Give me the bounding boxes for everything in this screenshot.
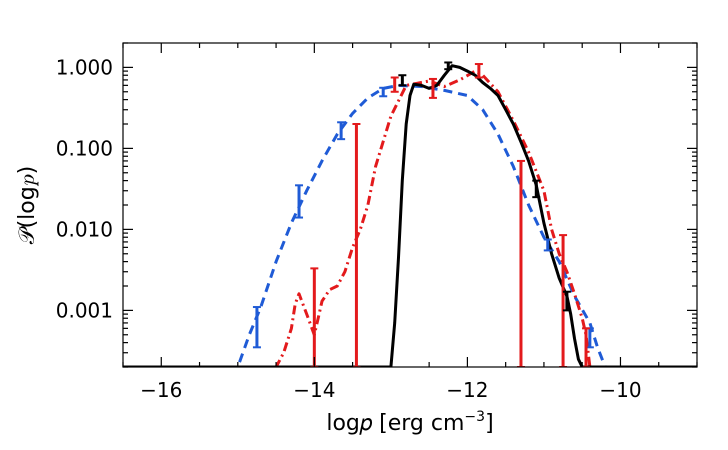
x-tick-label: −10: [599, 378, 641, 402]
series-line-1: [123, 83, 697, 367]
error-bar-1: [252, 306, 261, 349]
y-tick-label: 1.000: [56, 55, 113, 79]
error-bar-15: [398, 74, 407, 87]
error-bar-17: [532, 179, 541, 199]
y-axis-label: 𝒫(log𝑝): [15, 166, 40, 245]
error-bar-2: [295, 184, 304, 219]
error-bar-14: [582, 327, 591, 367]
x-axis-label: log𝑝 [erg cm−3]: [326, 409, 493, 436]
errorbar-layer: [252, 61, 594, 367]
error-bar-4: [379, 86, 388, 98]
x-tick-label: −12: [446, 378, 488, 402]
error-bar-18: [562, 290, 571, 312]
tick-layer: [122, 42, 698, 368]
x-tick-label: −14: [293, 378, 335, 402]
x-tick-labels: −16 −14 −12 −10: [140, 378, 641, 402]
error-bar-16: [444, 61, 453, 71]
x-tick-label: −16: [140, 378, 182, 402]
error-bar-10: [428, 77, 437, 99]
error-bar-9: [390, 76, 399, 93]
error-bar-7: [310, 267, 319, 367]
error-bar-8: [352, 123, 361, 367]
y-tick-labels: 0.001 0.010 0.100 1.000: [56, 55, 113, 322]
error-bar-12: [516, 159, 525, 367]
y-tick-label: 0.001: [56, 298, 113, 322]
series-line-3: [123, 64, 697, 367]
error-bar-5: [543, 238, 552, 252]
error-bar-3: [337, 121, 346, 141]
error-bar-11: [474, 63, 483, 79]
series-line-2: [123, 69, 697, 367]
series-layer: [123, 64, 697, 367]
error-bar-13: [559, 234, 568, 367]
y-tick-label: 0.010: [56, 217, 113, 241]
y-tick-label: 0.100: [56, 136, 113, 160]
